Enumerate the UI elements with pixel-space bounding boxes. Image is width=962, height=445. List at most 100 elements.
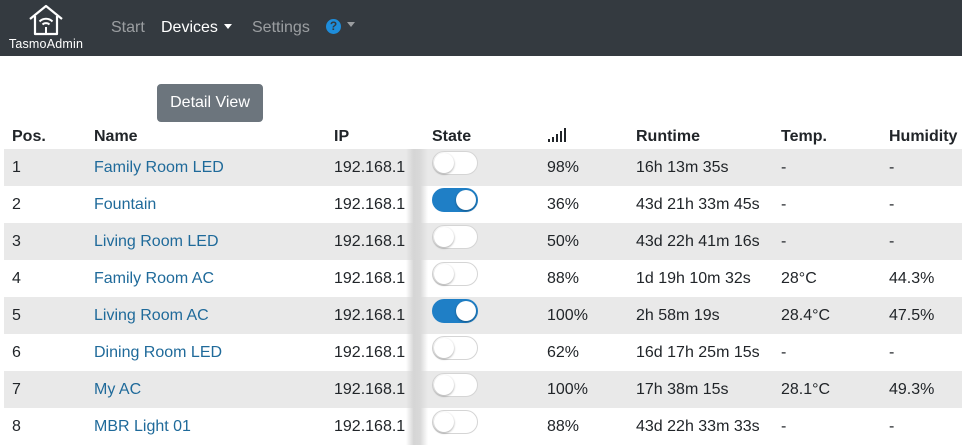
toggle-knob	[434, 375, 454, 395]
toggle-knob	[456, 190, 476, 210]
header-humidity[interactable]: Humidity	[889, 128, 958, 145]
cell-humidity: -	[889, 196, 895, 213]
header-temp[interactable]: Temp.	[781, 128, 827, 145]
cell-ip: 192.168.1	[334, 344, 406, 361]
nav-settings[interactable]: Settings	[252, 19, 310, 36]
ip-redaction-blur	[406, 371, 428, 408]
table-row: 4 Family Room AC 192.168.1 88% 1d 19h 10m 32…	[4, 260, 962, 297]
cell-signal: 50%	[547, 233, 580, 250]
ip-redaction-blur	[406, 186, 428, 223]
house-wifi-logo-icon	[28, 3, 64, 42]
cell-ip: 192.168.1	[334, 196, 406, 213]
ip-redaction-blur	[406, 260, 428, 297]
cell-runtime: 16d 17h 25m 15s	[636, 344, 760, 361]
device-name-link[interactable]: MBR Light 01	[94, 418, 191, 435]
power-toggle-switch[interactable]	[432, 336, 478, 360]
power-toggle-switch[interactable]	[432, 225, 478, 249]
toggle-knob	[434, 338, 454, 358]
ip-redaction-blur	[406, 223, 428, 260]
cell-temp: -	[781, 344, 787, 361]
cell-runtime: 16h 13m 35s	[636, 159, 729, 176]
nav-devices-dropdown[interactable]: Devices	[161, 18, 232, 38]
nav-start[interactable]: Start	[111, 19, 145, 36]
ip-redaction-blur	[406, 297, 428, 334]
cell-humidity: 49.3%	[889, 381, 935, 398]
table-row: 8 MBR Light 01 192.168.1 88% 43d 22h 33m 33s…	[4, 408, 962, 445]
cell-pos: 1	[12, 159, 21, 176]
cell-signal: 62%	[547, 344, 580, 361]
table-row: 1 Family Room LED 192.168.1 98% 16h 13m 35s -…	[4, 149, 962, 186]
table-row: 5 Living Room AC 192.168.1 100% 2h 58m 19s 28…	[4, 297, 962, 334]
power-toggle-switch[interactable]	[432, 373, 478, 397]
header-ip[interactable]: IP	[334, 128, 350, 145]
power-toggle-switch[interactable]	[432, 299, 478, 323]
device-name-link[interactable]: Fountain	[94, 196, 157, 213]
cell-temp: 28.1°C	[781, 381, 831, 398]
table-header: Pos. Name IP State Runtime Temp. Humidit…	[4, 124, 962, 149]
brand-name: TasmoAdmin	[8, 37, 84, 51]
ip-redaction-blur	[406, 149, 428, 186]
header-runtime[interactable]: Runtime	[636, 128, 700, 145]
power-toggle-switch[interactable]	[432, 262, 478, 286]
ip-redaction-blur	[406, 408, 428, 445]
cell-runtime: 17h 38m 15s	[636, 381, 729, 398]
power-toggle-switch[interactable]	[432, 188, 478, 212]
toggle-knob	[434, 412, 454, 432]
device-name-link[interactable]: Family Room AC	[94, 270, 215, 287]
cell-pos: 2	[12, 196, 21, 213]
cell-humidity: -	[889, 344, 895, 361]
cell-ip: 192.168.1	[334, 270, 406, 287]
toggle-knob	[456, 301, 476, 321]
cell-runtime: 43d 22h 33m 33s	[636, 418, 760, 435]
cell-ip: 192.168.1	[334, 381, 406, 398]
chevron-down-icon	[347, 22, 355, 27]
cell-pos: 5	[12, 307, 21, 324]
nav-help-dropdown[interactable]: ?	[326, 19, 355, 37]
brand-home-link[interactable]: TasmoAdmin	[0, 0, 92, 56]
header-name[interactable]: Name	[94, 128, 138, 145]
table-body: 1 Family Room LED 192.168.1 98% 16h 13m 35s -…	[4, 149, 962, 445]
cell-ip: 192.168.1	[334, 159, 406, 176]
cell-temp: 28°C	[781, 270, 817, 287]
cell-runtime: 43d 22h 41m 16s	[636, 233, 760, 250]
device-name-link[interactable]: Living Room AC	[94, 307, 209, 324]
cell-humidity: -	[889, 418, 895, 435]
power-toggle-switch[interactable]	[432, 151, 478, 175]
top-navbar: TasmoAdmin Start Devices Settings ?	[0, 0, 962, 56]
ip-redaction-blur	[406, 334, 428, 371]
detail-view-button[interactable]: Detail View	[157, 84, 263, 122]
cell-temp: -	[781, 196, 787, 213]
nav-devices-label: Devices	[161, 19, 218, 36]
device-name-link[interactable]: Dining Room LED	[94, 344, 223, 361]
cell-signal: 100%	[547, 381, 588, 398]
toggle-knob	[434, 227, 454, 247]
cell-signal: 98%	[547, 159, 580, 176]
cell-signal: 100%	[547, 307, 588, 324]
chevron-down-icon	[223, 24, 232, 29]
header-pos[interactable]: Pos.	[12, 128, 46, 145]
cell-temp: -	[781, 233, 787, 250]
cell-temp: 28.4°C	[781, 307, 831, 324]
cell-signal: 88%	[547, 270, 580, 287]
table-row: 2 Fountain 192.168.1 36% 43d 21h 33m 45s - -	[4, 186, 962, 223]
power-toggle-switch[interactable]	[432, 410, 478, 434]
cell-pos: 7	[12, 381, 21, 398]
device-name-link[interactable]: Family Room LED	[94, 159, 224, 176]
cell-ip: 192.168.1	[334, 233, 406, 250]
cell-signal: 36%	[547, 196, 580, 213]
devices-table: Pos. Name IP State Runtime Temp. Humidit…	[4, 124, 962, 445]
cell-pos: 4	[12, 270, 21, 287]
table-row: 3 Living Room LED 192.168.1 50% 43d 22h 41m …	[4, 223, 962, 260]
device-name-link[interactable]: Living Room LED	[94, 233, 219, 250]
cell-pos: 6	[12, 344, 21, 361]
cell-temp: -	[781, 159, 787, 176]
wifi-signal-icon[interactable]	[547, 127, 567, 147]
cell-humidity: 44.3%	[889, 270, 935, 287]
toggle-knob	[434, 153, 454, 173]
header-state[interactable]: State	[432, 128, 472, 145]
device-name-link[interactable]: My AC	[94, 381, 142, 398]
cell-ip: 192.168.1	[334, 307, 406, 324]
cell-runtime: 43d 21h 33m 45s	[636, 196, 760, 213]
cell-runtime: 1d 19h 10m 32s	[636, 270, 751, 287]
table-row: 7 My AC 192.168.1 100% 17h 38m 15s 28.1°C 49.3…	[4, 371, 962, 408]
